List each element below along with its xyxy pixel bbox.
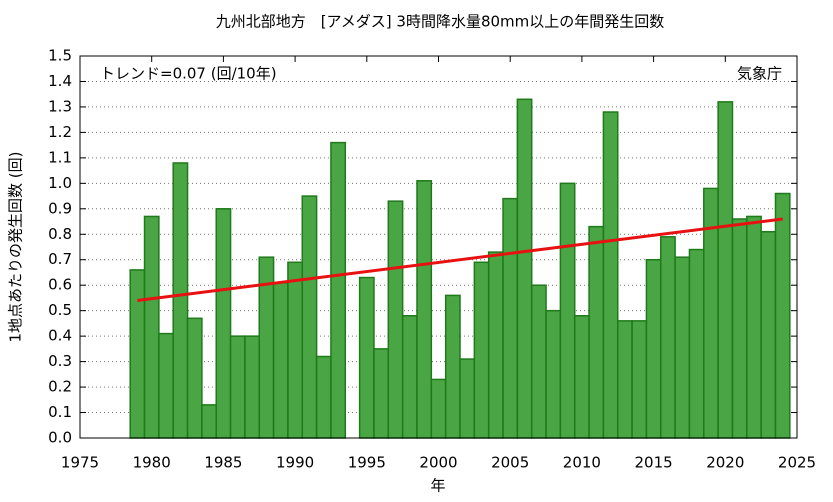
bar xyxy=(143,215,160,439)
bar xyxy=(674,256,691,439)
y-tick-label: 0.8 xyxy=(48,225,72,243)
y-tick-label: 0.4 xyxy=(48,327,72,345)
bar xyxy=(158,332,174,439)
y-tick-label: 0.1 xyxy=(48,403,72,421)
bar xyxy=(373,348,390,439)
bar xyxy=(602,111,619,439)
x-axis-label: 年 xyxy=(430,477,445,495)
bar xyxy=(315,355,332,439)
bar xyxy=(416,180,433,439)
bar xyxy=(358,276,375,439)
y-tick-label: 1.1 xyxy=(48,148,72,166)
y-tick-label: 0.0 xyxy=(48,429,72,447)
bar xyxy=(201,404,217,439)
x-tick-label: 2000 xyxy=(419,454,457,472)
y-tick-label: 1.0 xyxy=(48,174,72,192)
bar xyxy=(516,98,533,439)
y-tick-label: 1.3 xyxy=(48,97,72,115)
bar xyxy=(186,317,203,439)
bar xyxy=(760,230,777,439)
bar xyxy=(330,141,347,439)
y-tick-label: 1.5 xyxy=(48,47,72,65)
bar xyxy=(703,187,719,439)
x-tick-label: 1975 xyxy=(61,454,99,472)
bar xyxy=(717,101,734,439)
bar xyxy=(774,192,791,439)
bar xyxy=(559,182,576,439)
bar xyxy=(746,215,762,439)
bar xyxy=(645,258,662,439)
x-tick-label: 2015 xyxy=(635,454,673,472)
x-tick-label: 2025 xyxy=(778,454,816,472)
bar xyxy=(588,225,605,439)
y-tick-label: 0.9 xyxy=(48,199,72,217)
x-tick-label: 1995 xyxy=(348,454,386,472)
x-tick-label: 1990 xyxy=(276,454,314,472)
bar xyxy=(530,284,547,439)
y-tick-label: 1.2 xyxy=(48,123,72,141)
source: 気象庁 xyxy=(737,65,782,83)
bar xyxy=(272,281,289,439)
bar xyxy=(430,378,447,439)
bar xyxy=(631,320,648,439)
bar xyxy=(129,269,146,439)
bar xyxy=(215,208,232,439)
bar xyxy=(229,335,246,439)
y-tick-label: 0.5 xyxy=(48,301,72,319)
y-tick-label: 0.2 xyxy=(48,378,72,396)
x-tick-label: 2020 xyxy=(706,454,744,472)
bar xyxy=(473,261,490,439)
y-tick-label: 0.7 xyxy=(48,250,72,268)
annotation: トレンド=0.07 (回/10年) xyxy=(100,65,277,83)
y-tick-label: 0.3 xyxy=(48,352,72,370)
plot-frame xyxy=(79,55,798,439)
bar xyxy=(573,315,590,439)
bar xyxy=(731,218,748,439)
bar xyxy=(688,248,705,439)
bar xyxy=(459,358,476,439)
y-axis-label: 1地点あたりの発生回数 (回) xyxy=(7,151,25,342)
bar xyxy=(287,261,304,439)
bar xyxy=(172,162,189,439)
y-tick-label: 1.4 xyxy=(48,72,72,90)
bar xyxy=(301,195,318,439)
bar xyxy=(487,251,504,439)
x-tick-label: 1985 xyxy=(204,454,242,472)
x-tick-label: 2010 xyxy=(563,454,601,472)
bar xyxy=(660,236,676,439)
x-tick-label: 1980 xyxy=(133,454,171,472)
y-tick-label: 0.6 xyxy=(48,276,72,294)
bar xyxy=(401,315,418,439)
x-tick-label: 2005 xyxy=(491,454,529,472)
bar xyxy=(502,197,519,439)
bar xyxy=(444,294,461,439)
bar xyxy=(545,309,562,439)
bar xyxy=(244,335,261,439)
chart-title: 九州北部地方 [アメダス] 3時間降水量80mm以上の年間発生回数 xyxy=(216,13,665,31)
bar xyxy=(617,320,633,439)
trend-line xyxy=(137,217,783,302)
bar xyxy=(387,200,404,439)
